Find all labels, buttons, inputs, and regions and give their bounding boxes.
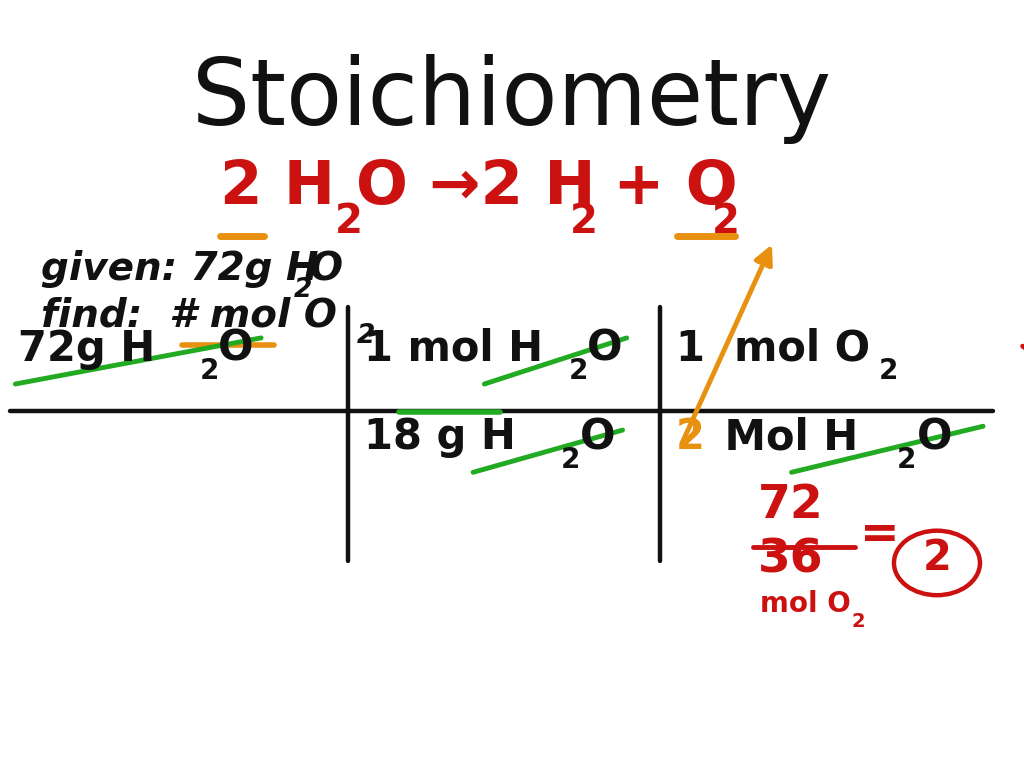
Text: O: O xyxy=(580,416,615,458)
Text: 2: 2 xyxy=(676,416,705,458)
Text: 72: 72 xyxy=(758,483,823,528)
Text: 2: 2 xyxy=(294,277,312,303)
Text: O: O xyxy=(916,416,952,458)
Text: 2: 2 xyxy=(356,323,375,349)
Text: given: 72g H: given: 72g H xyxy=(41,250,318,288)
Text: 2: 2 xyxy=(561,445,581,474)
Text: 2: 2 xyxy=(570,202,598,242)
Text: + O: + O xyxy=(592,157,737,217)
Text: O: O xyxy=(218,328,254,370)
Text: find:  # mol O: find: # mol O xyxy=(41,296,337,334)
Text: 18 g H: 18 g H xyxy=(364,416,515,458)
Text: 2 H: 2 H xyxy=(220,157,335,217)
Text: O →2 H: O →2 H xyxy=(356,157,596,217)
Text: 1 mol H: 1 mol H xyxy=(364,328,543,370)
Text: 2: 2 xyxy=(879,357,898,386)
Text: 36: 36 xyxy=(758,537,823,582)
Text: 2: 2 xyxy=(200,357,219,386)
Text: O: O xyxy=(309,250,342,288)
Text: 72g H: 72g H xyxy=(18,328,156,370)
Text: Mol H: Mol H xyxy=(710,416,858,458)
Text: 2: 2 xyxy=(923,538,951,579)
Text: =: = xyxy=(860,512,900,558)
Text: Stoichiometry: Stoichiometry xyxy=(193,54,831,144)
Text: O: O xyxy=(587,328,623,370)
Text: 2: 2 xyxy=(852,612,865,631)
Text: 2: 2 xyxy=(335,202,362,242)
Text: mol O: mol O xyxy=(760,590,851,618)
Text: 2: 2 xyxy=(897,445,916,474)
Text: 2: 2 xyxy=(712,202,739,242)
Text: 2: 2 xyxy=(568,357,588,386)
Text: 1  mol O: 1 mol O xyxy=(676,328,870,370)
